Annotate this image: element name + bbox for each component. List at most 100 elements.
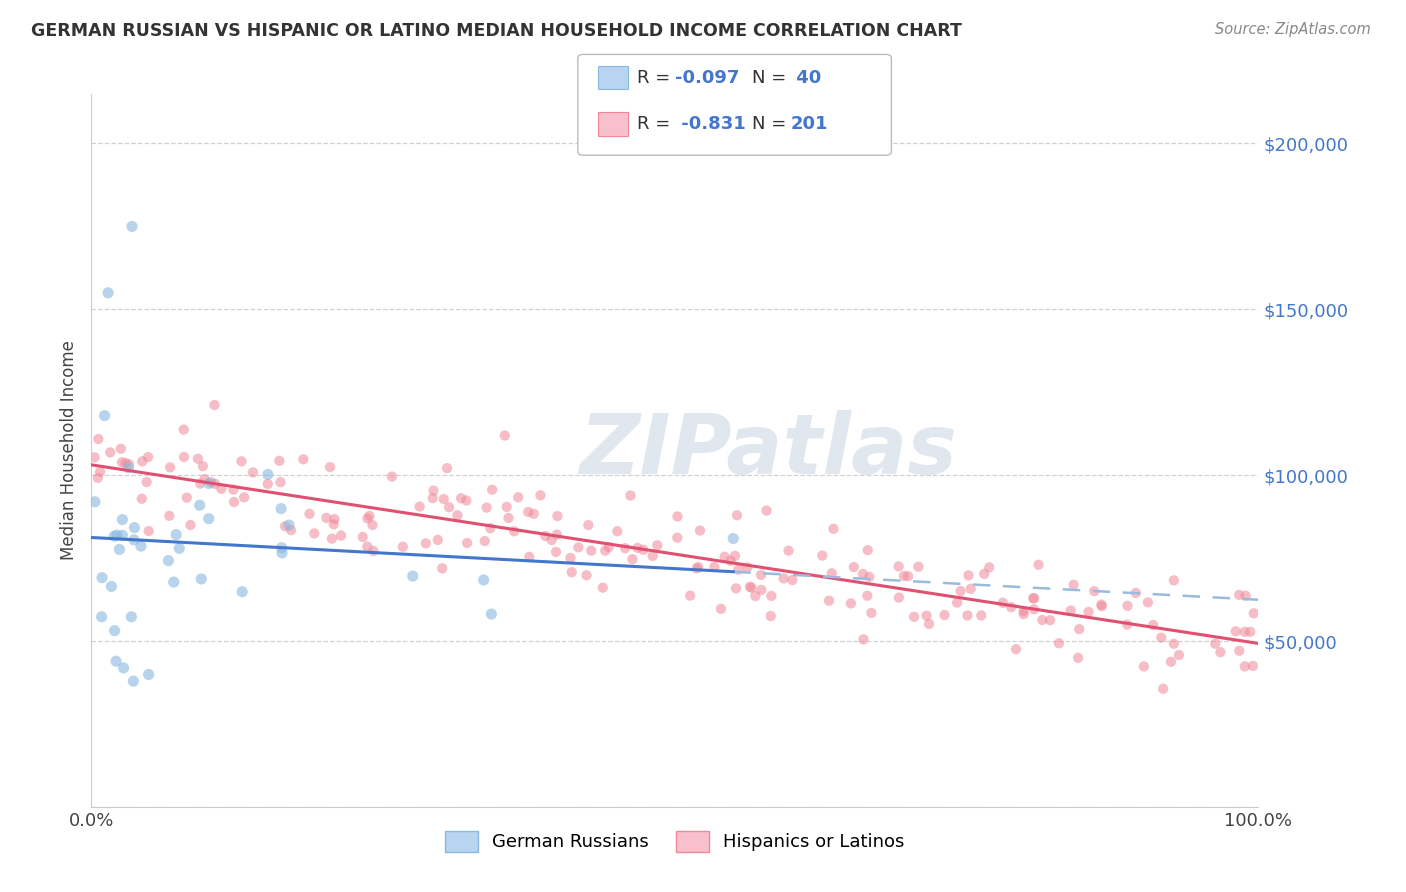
Point [759,609,782,624]
Point [479,607,502,621]
Point [1234,589,1257,603]
Point [567,541,589,555]
Point [1225,624,1247,639]
Point [422,483,444,498]
Point [1209,645,1232,659]
Point [381,469,404,483]
Point [97,285,120,300]
Point [472,573,495,587]
Point [725,508,748,523]
Point [523,507,546,521]
Point [1063,578,1085,592]
Point [200,475,222,490]
Point [456,536,478,550]
Point [187,451,209,466]
Point [755,503,778,517]
Point [432,561,454,575]
Point [222,483,245,497]
Point [546,509,568,524]
Point [356,540,378,554]
Point [98,445,121,459]
Point [645,538,668,552]
Text: 40: 40 [790,69,821,87]
Point [893,569,915,583]
Point [517,505,540,519]
Point [688,560,710,574]
Point [581,543,603,558]
Point [720,554,742,568]
Point [737,560,759,574]
Point [122,674,145,689]
Point [269,475,291,490]
Point [433,491,456,506]
Point [749,582,772,597]
Text: ZIPatlas: ZIPatlas [579,410,957,491]
Point [446,508,468,523]
Point [104,624,127,638]
Point [392,540,415,554]
Point [529,488,551,502]
Point [274,519,297,533]
Point [257,467,280,482]
Point [111,512,134,526]
Point [271,546,294,560]
Point [534,529,557,543]
Point [1069,622,1091,636]
Point [233,491,256,505]
Point [1239,624,1261,639]
Point [131,454,153,468]
Point [319,460,342,475]
Point [1152,681,1174,696]
Point [304,526,326,541]
Point [87,471,110,485]
Point [903,609,925,624]
Point [269,454,291,468]
Point [188,498,211,512]
Point [1024,591,1046,606]
Point [1083,584,1105,599]
Point [136,450,159,464]
Point [111,455,134,469]
Point [356,511,378,525]
Point [1012,607,1035,621]
Point [956,608,979,623]
Point [222,495,245,509]
Point [1028,558,1050,572]
Point [606,524,628,539]
Point [231,584,253,599]
Point [165,527,187,541]
Point [1133,659,1156,673]
Point [270,541,292,555]
Point [575,568,598,582]
Point [129,539,152,553]
Point [1091,599,1114,614]
Point [169,541,191,556]
Point [422,491,444,505]
Text: N =: N = [752,115,792,133]
Point [103,529,125,543]
Point [121,219,143,234]
Point [242,466,264,480]
Point [970,608,993,623]
Point [361,518,384,533]
Point [540,533,562,547]
Point [1163,574,1185,588]
Point [108,542,131,557]
Point [321,532,343,546]
Point [957,568,980,582]
Point [852,567,875,582]
Point [135,475,157,489]
Point [298,507,321,521]
Point [198,476,221,491]
Point [90,609,112,624]
Point [124,521,146,535]
Point [856,543,879,558]
Legend: German Russians, Hispanics or Latinos: German Russians, Hispanics or Latinos [439,823,911,859]
Point [197,511,219,525]
Point [111,528,134,542]
Point [83,495,105,509]
Point [322,517,344,532]
Point [1022,602,1045,616]
Point [100,579,122,593]
Point [772,571,794,585]
